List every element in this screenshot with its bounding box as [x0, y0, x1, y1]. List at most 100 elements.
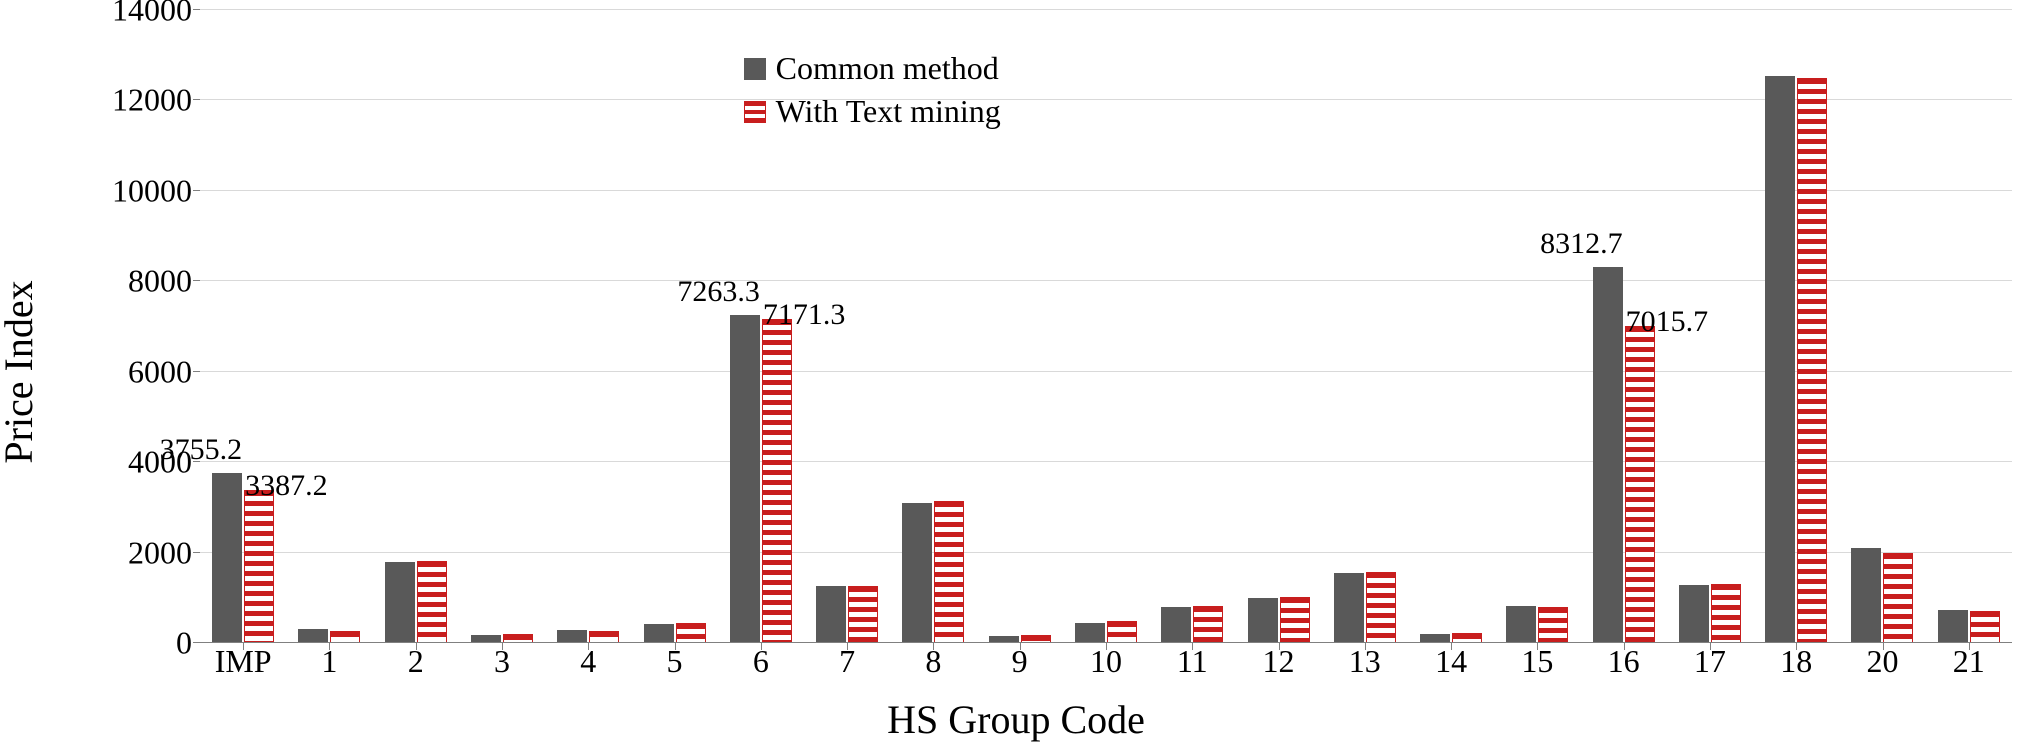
bar-group — [1322, 10, 1408, 643]
bar-common — [1334, 573, 1364, 643]
x-axis-title: HS Group Code — [0, 696, 2032, 743]
bar-textmining — [676, 623, 706, 643]
bar-textmining — [848, 586, 878, 643]
bar-common — [902, 503, 932, 643]
plot-area: 3755.23387.2 7263.37171.3 8312.77015.7 Com… — [200, 10, 2012, 643]
y-tickmark — [193, 99, 200, 100]
plot-container: 02000400060008000100001200014000 3755.23… — [90, 10, 2012, 683]
y-tick-label: 2000 — [128, 534, 192, 571]
bar-common — [1679, 585, 1709, 643]
bar-common — [385, 562, 415, 643]
bar-common — [1248, 598, 1278, 643]
y-tickmark — [193, 9, 200, 10]
x-tick-label: 8 — [890, 643, 976, 683]
y-tickmark — [193, 461, 200, 462]
x-tick-label: 17 — [1667, 643, 1753, 683]
bar-textmining — [1366, 572, 1396, 643]
bar-group — [1408, 10, 1494, 643]
y-tick-label: 0 — [176, 625, 192, 662]
bar-textmining: 7171.3 — [762, 319, 792, 643]
bar-textmining — [1538, 607, 1568, 643]
x-tick-label: 1 — [286, 643, 372, 683]
x-tick-label: 9 — [977, 643, 1063, 683]
legend-label-common: Common method — [776, 50, 999, 87]
y-tick-label: 10000 — [112, 172, 192, 209]
bar-textmining — [1107, 621, 1137, 643]
bar-group — [1926, 10, 2012, 643]
x-tick-label: 13 — [1322, 643, 1408, 683]
x-tick-label: 2 — [373, 643, 459, 683]
bar-common — [1161, 607, 1191, 643]
bar-textmining — [934, 501, 964, 643]
legend: Common method With Text mining — [744, 50, 1001, 130]
bar-group — [1753, 10, 1839, 643]
bar-group — [631, 10, 717, 643]
bar-common — [1765, 76, 1795, 643]
x-tick-label: 20 — [1839, 643, 1925, 683]
x-tick-label: 16 — [1581, 643, 1667, 683]
bar-common: 3755.2 — [212, 473, 242, 643]
y-tick-label: 4000 — [128, 444, 192, 481]
x-tick-label: 5 — [631, 643, 717, 683]
x-tick-label: 18 — [1753, 643, 1839, 683]
bar-group — [373, 10, 459, 643]
bar-textmining — [1797, 78, 1827, 643]
y-tick-label: 12000 — [112, 82, 192, 119]
bar-group: 8312.77015.7 — [1581, 10, 1667, 643]
bar-group — [1235, 10, 1321, 643]
legend-item-common: Common method — [744, 50, 1001, 87]
bar-common — [1938, 610, 1968, 643]
y-tick-label: 8000 — [128, 263, 192, 300]
bar-textmining — [1280, 597, 1310, 643]
price-index-chart: Price Index 0 2000 4000 6000 8000 10000 12000 1… — [0, 0, 2032, 743]
bar-common: 8312.7 — [1593, 267, 1623, 643]
x-tick-label: 3 — [459, 643, 545, 683]
legend-swatch-common — [744, 58, 766, 80]
bar-common — [644, 624, 674, 643]
y-tickmark — [193, 552, 200, 553]
bar-common — [1851, 548, 1881, 643]
legend-label-textmining: With Text mining — [776, 93, 1001, 130]
y-tickmark — [193, 280, 200, 281]
legend-swatch-textmining — [744, 101, 766, 123]
x-tick-labels: IMP1234567891011121314151617182021 — [200, 643, 2012, 683]
bar-common: 7263.3 — [730, 315, 760, 643]
bar-textmining: 7015.7 — [1625, 326, 1655, 643]
bar-textmining — [1711, 584, 1741, 643]
x-tick-label: 4 — [545, 643, 631, 683]
x-tick-label: 7 — [804, 643, 890, 683]
bar-group — [1494, 10, 1580, 643]
bar-group — [1839, 10, 1925, 643]
bar-textmining — [1193, 606, 1223, 643]
x-tick-label: 12 — [1235, 643, 1321, 683]
bar-group — [1149, 10, 1235, 643]
x-tick-label: 11 — [1149, 643, 1235, 683]
bar-group — [545, 10, 631, 643]
bar-group — [459, 10, 545, 643]
bar-group — [1063, 10, 1149, 643]
bar-common — [1506, 606, 1536, 643]
x-tick-label: 21 — [1926, 643, 2012, 683]
bar-group — [286, 10, 372, 643]
y-axis-title: Price Index — [0, 280, 42, 463]
bar-group: 3755.23387.2 — [200, 10, 286, 643]
x-tick-label: 15 — [1494, 643, 1580, 683]
legend-item-textmining: With Text mining — [744, 93, 1001, 130]
bar-textmining — [1970, 611, 2000, 643]
y-tickmark — [193, 190, 200, 191]
bar-textmining: 3387.2 — [244, 490, 274, 643]
bar-group — [1667, 10, 1753, 643]
bar-common — [298, 629, 328, 643]
y-tick-label: 14000 — [112, 0, 192, 29]
bar-common — [1075, 623, 1105, 643]
y-tickmark — [193, 642, 200, 643]
x-tick-label: 14 — [1408, 643, 1494, 683]
y-tick-labels: 02000400060008000100001200014000 — [90, 10, 200, 643]
bar-textmining — [1883, 553, 1913, 643]
bar-common — [816, 586, 846, 643]
y-tick-label: 6000 — [128, 353, 192, 390]
bar-textmining — [417, 561, 447, 643]
x-tick-label: 10 — [1063, 643, 1149, 683]
x-tick-label: IMP — [200, 643, 286, 683]
y-tickmark — [193, 371, 200, 372]
